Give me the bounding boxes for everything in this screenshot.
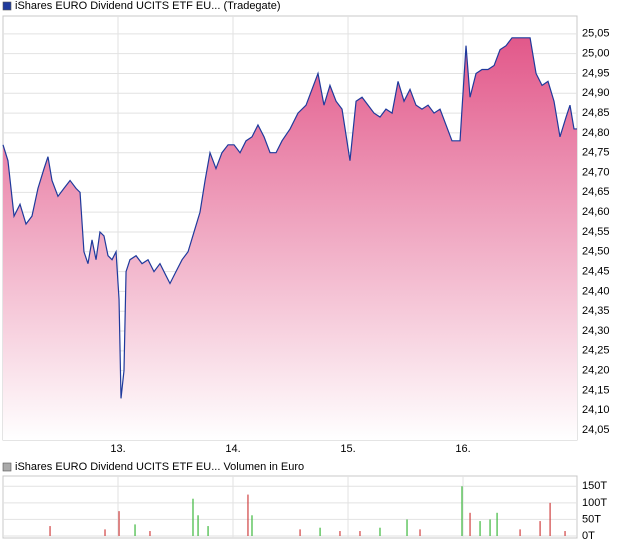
- volume-bar: [549, 502, 551, 536]
- y-tick-label: 50T: [582, 513, 601, 525]
- volume-bar: [118, 511, 120, 536]
- y-tick-label: 24,65: [582, 186, 610, 198]
- x-tick-label: 15.: [340, 443, 355, 455]
- x-tick-label: 16.: [455, 443, 470, 455]
- y-tick-label: 25,00: [582, 48, 610, 60]
- y-tick-label: 24,05: [582, 424, 610, 436]
- volume-bar: [469, 512, 471, 536]
- volume-bar: [251, 515, 253, 536]
- volume-bar: [319, 527, 321, 536]
- volume-bar: [104, 529, 106, 536]
- y-tick-label: 24,45: [582, 265, 610, 277]
- y-tick-label: 0T: [582, 530, 595, 542]
- volume-bar: [134, 524, 136, 536]
- volume-bar: [379, 527, 381, 536]
- volume-bar: [149, 531, 151, 536]
- volume-bar: [406, 519, 408, 536]
- y-tick-label: 100T: [582, 497, 607, 509]
- volume-bar: [49, 526, 51, 536]
- y-tick-label: 24,15: [582, 384, 610, 396]
- y-tick-label: 24,80: [582, 127, 610, 139]
- x-tick-label: 14.: [225, 443, 240, 455]
- volume-bar: [496, 512, 498, 536]
- y-tick-label: 24,90: [582, 87, 610, 99]
- y-tick-label: 24,60: [582, 206, 610, 218]
- volume-bar: [519, 529, 521, 536]
- x-tick-label: 13.: [110, 443, 125, 455]
- volume-bar: [299, 529, 301, 536]
- y-tick-label: 24,55: [582, 226, 610, 238]
- volume-bar: [479, 521, 481, 536]
- y-tick-label: 150T: [582, 480, 607, 492]
- volume-bar: [359, 531, 361, 536]
- volume-bar: [489, 519, 491, 536]
- y-tick-label: 24,85: [582, 107, 610, 119]
- legend-label: iShares EURO Dividend UCITS ETF EU... (T…: [15, 0, 281, 12]
- y-tick-label: 24,40: [582, 285, 610, 297]
- volume-bar: [339, 531, 341, 536]
- y-tick-label: 24,75: [582, 147, 610, 159]
- y-tick-label: 24,35: [582, 305, 610, 317]
- plot-frame: [2, 475, 578, 539]
- volume-bar: [207, 526, 209, 536]
- volume-bar: [247, 494, 249, 536]
- volume-bar: [419, 529, 421, 536]
- legend-swatch: [2, 462, 12, 472]
- area: [3, 37, 577, 440]
- y-tick-label: 24,20: [582, 365, 610, 377]
- volume-bar: [192, 498, 194, 536]
- legend-swatch: [2, 1, 12, 11]
- y-tick-label: 25,05: [582, 28, 610, 40]
- line: [2, 37, 577, 399]
- volume-bar: [564, 531, 566, 536]
- y-tick-label: 24,70: [582, 166, 610, 178]
- y-tick-label: 24,10: [582, 404, 610, 416]
- volume-bar: [461, 486, 463, 536]
- y-tick-label: 24,30: [582, 325, 610, 337]
- y-tick-label: 24,95: [582, 67, 610, 79]
- y-tick-label: 24,25: [582, 345, 610, 357]
- y-tick-label: 24,50: [582, 246, 610, 258]
- volume-bar: [197, 515, 199, 536]
- volume-bar: [539, 521, 541, 536]
- legend-label: iShares EURO Dividend UCITS ETF EU... Vo…: [15, 461, 304, 473]
